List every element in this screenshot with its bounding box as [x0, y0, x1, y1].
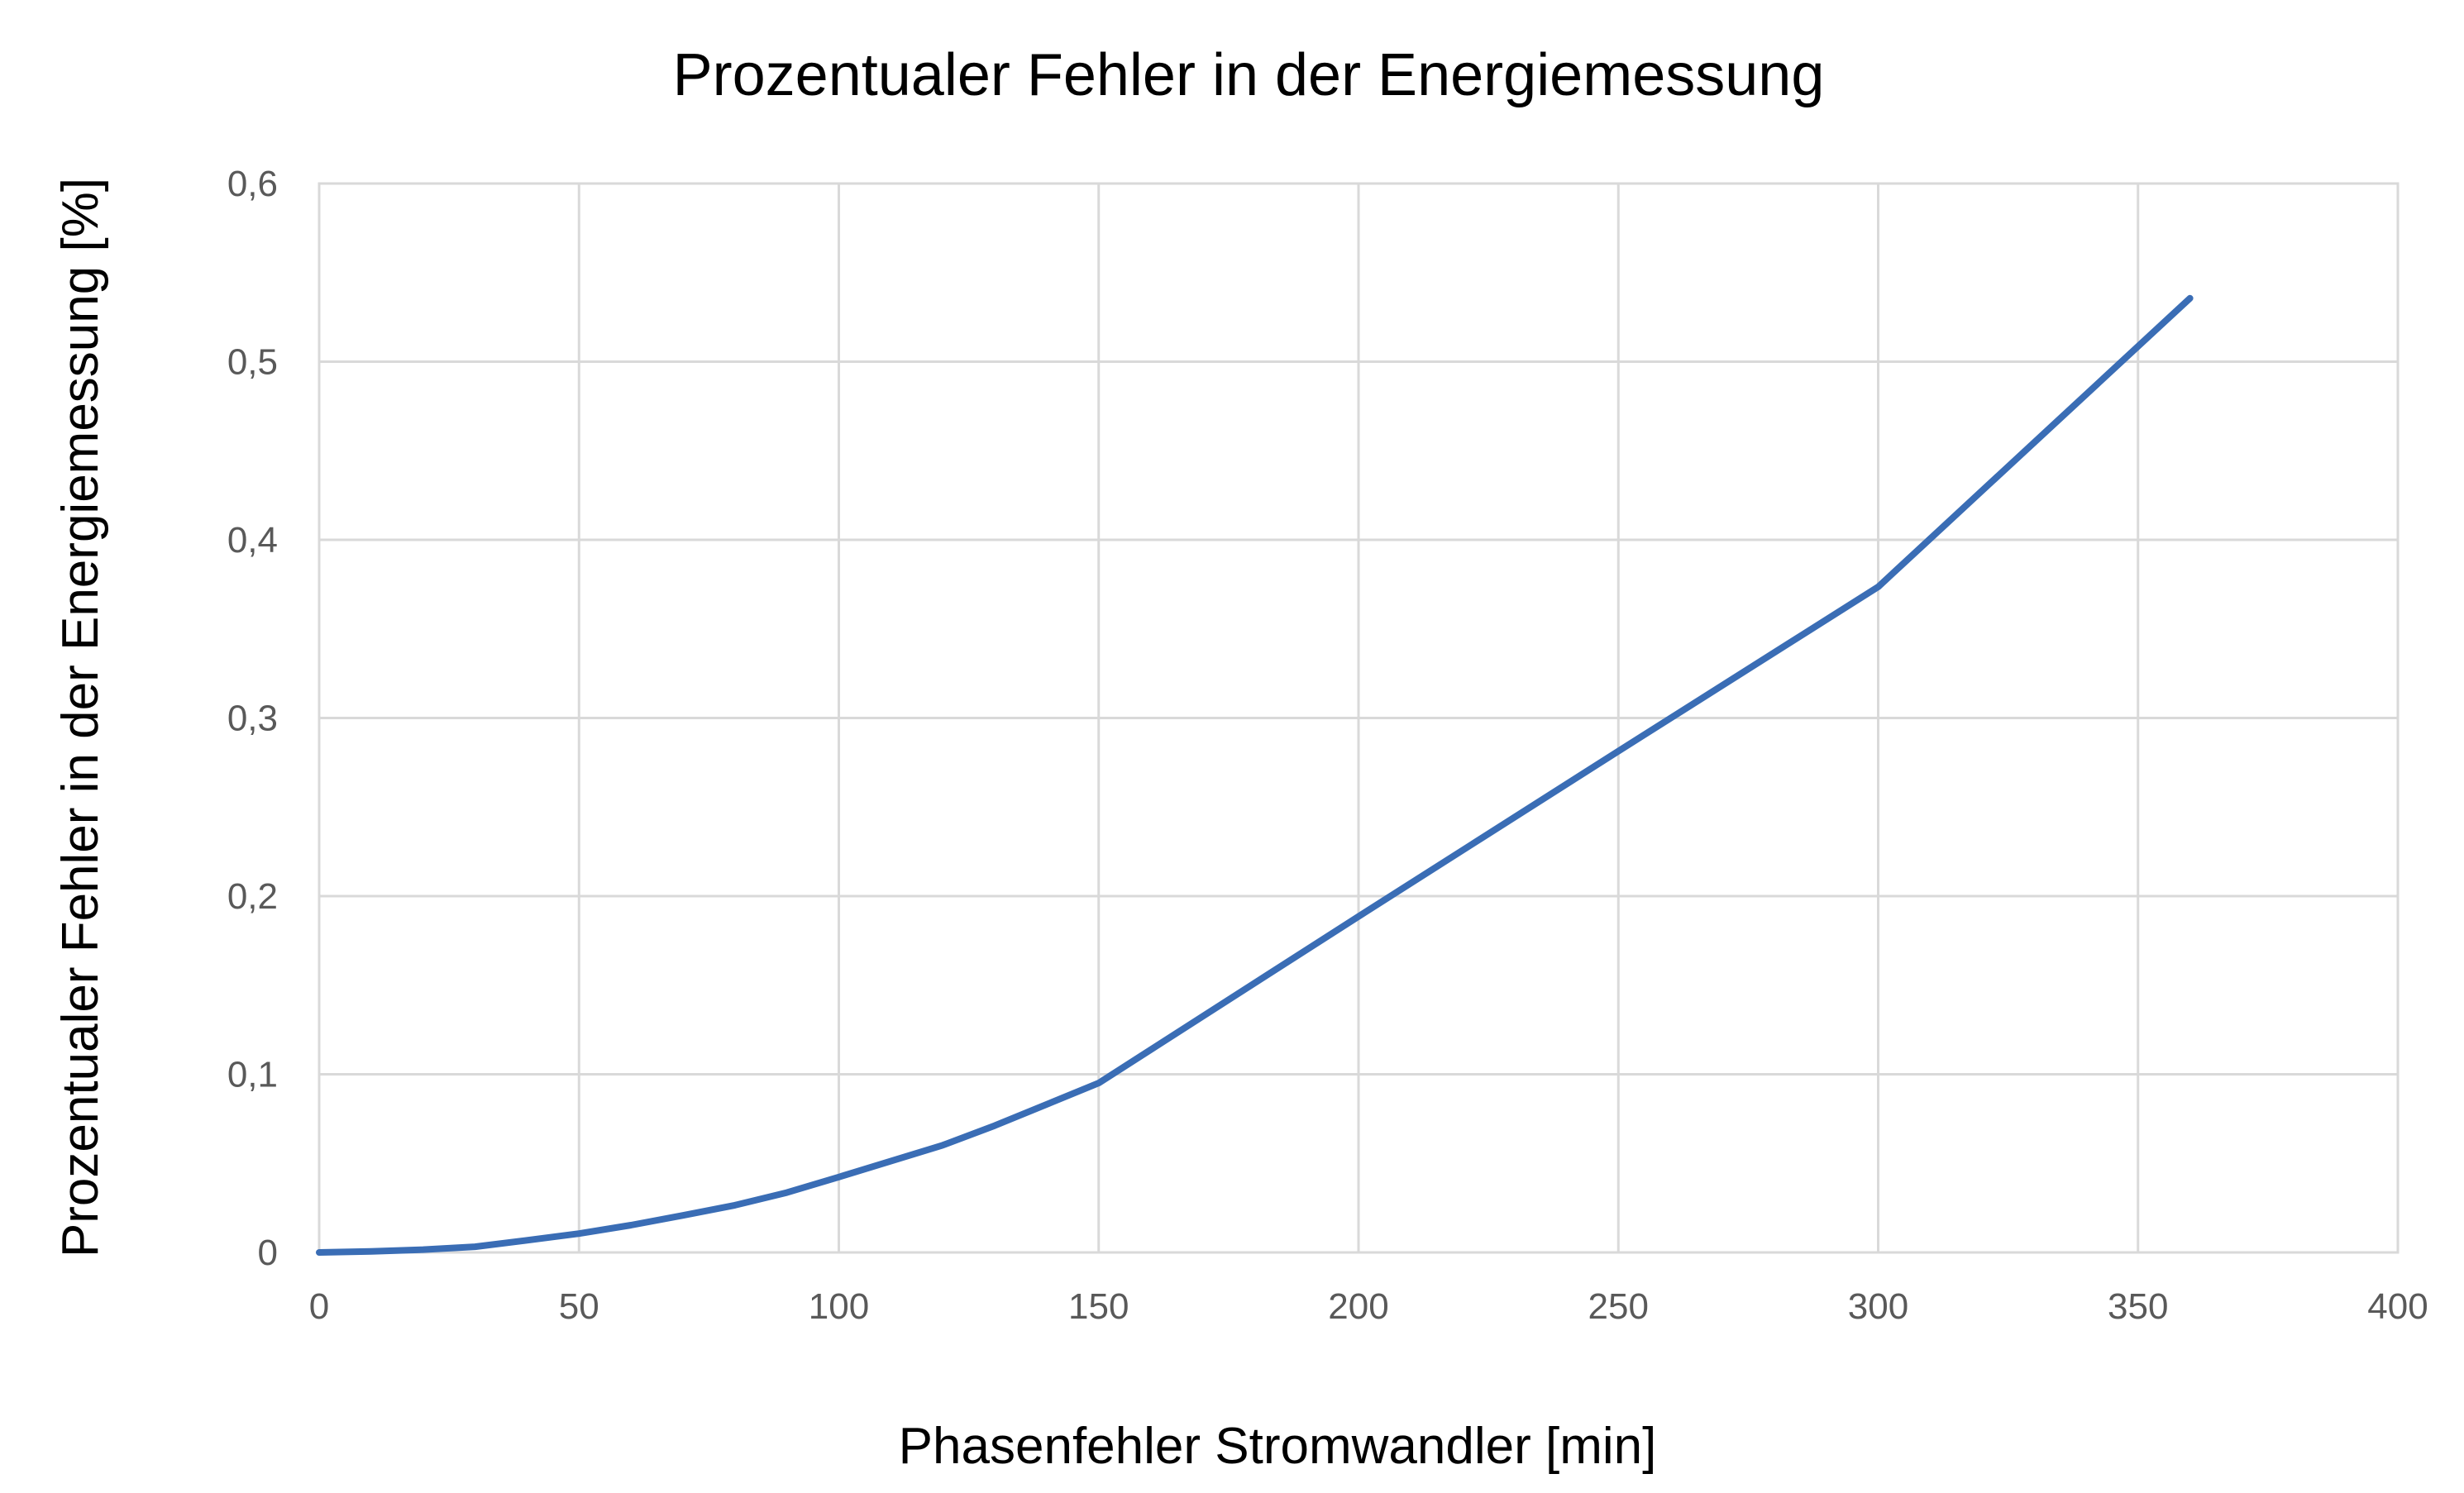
y-tick-label: 0 — [258, 1233, 278, 1273]
x-tick-label: 0 — [309, 1286, 329, 1327]
y-tick-label: 0,5 — [227, 342, 278, 383]
y-tick-label: 0,1 — [227, 1055, 278, 1095]
series-group — [316, 294, 2194, 1256]
y-tick-label: 0,2 — [227, 876, 278, 917]
series-line-0 — [316, 294, 2194, 1256]
x-tick-label: 350 — [2108, 1286, 2168, 1327]
x-tick-label: 250 — [1588, 1286, 1649, 1327]
x-tick-label: 200 — [1328, 1286, 1388, 1327]
plot-area — [318, 182, 2400, 1254]
x-tick-label: 150 — [1068, 1286, 1129, 1327]
y-tick-label: 0,3 — [227, 699, 278, 739]
grid — [319, 184, 2398, 1252]
x-axis-tick-labels: 0 50 100 150 200 250 300 350 400 — [309, 1286, 2428, 1327]
y-axis-title: Prozentualer Fehler in der Energiemessun… — [52, 178, 109, 1257]
x-tick-label: 100 — [809, 1286, 869, 1327]
y-tick-label: 0,4 — [227, 520, 278, 560]
chart-title: Prozentualer Fehler in der Energiemessun… — [673, 42, 1825, 108]
x-tick-label: 300 — [1848, 1286, 1908, 1327]
x-tick-label: 50 — [559, 1286, 599, 1327]
y-axis-tick-labels: 0 0,1 0,2 0,3 0,4 0,5 0,6 — [227, 164, 278, 1273]
x-axis-title: Phasenfehler Stromwandler [min] — [899, 1418, 1657, 1475]
y-tick-label: 0,6 — [227, 164, 278, 204]
x-tick-label: 400 — [2367, 1286, 2428, 1327]
